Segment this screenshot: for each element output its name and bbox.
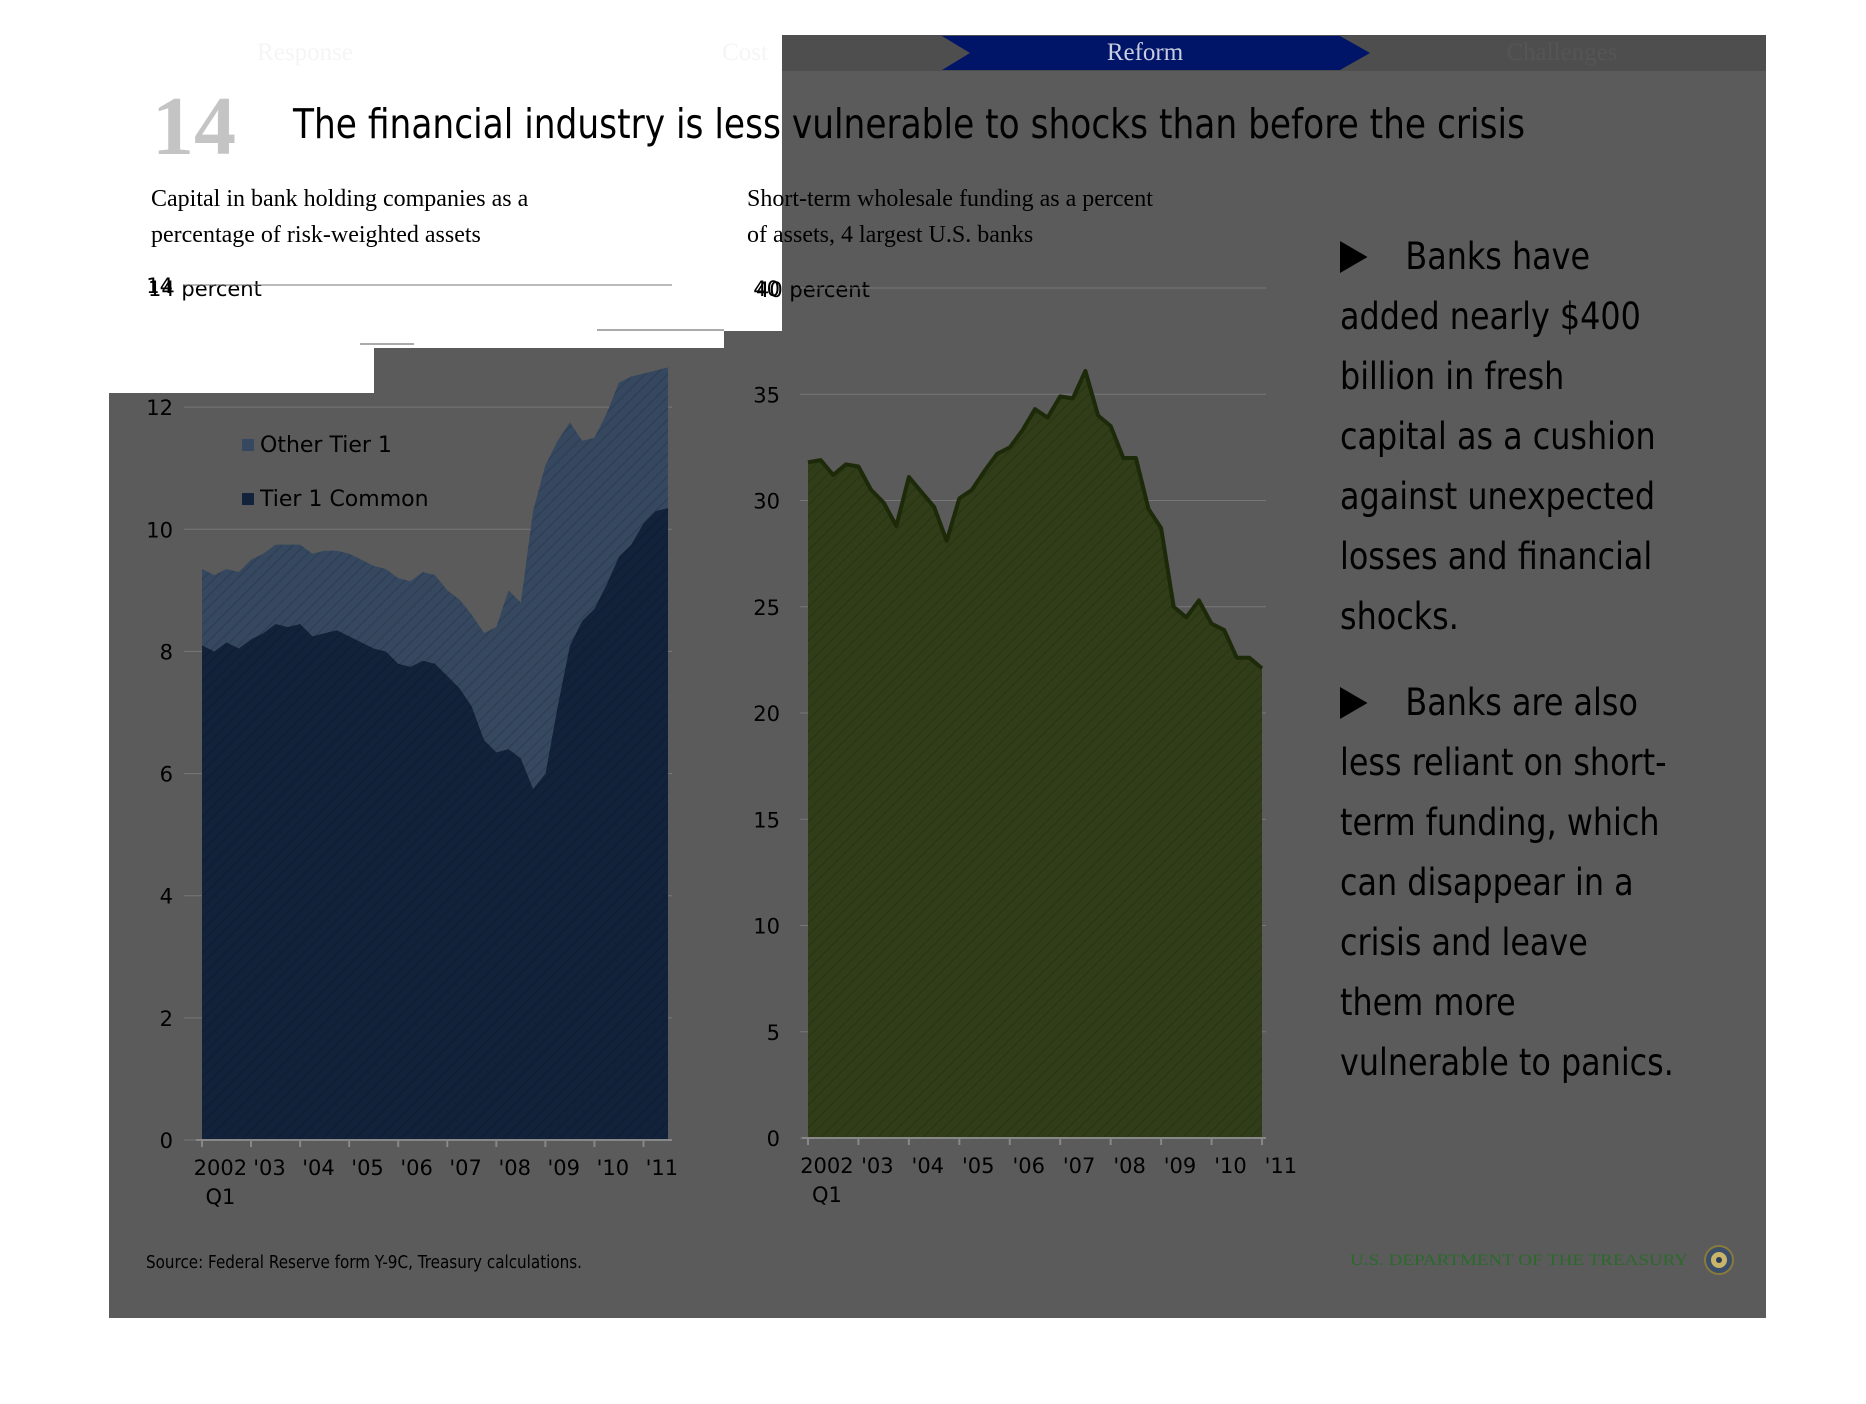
tab-reform[interactable]: Reform — [1107, 39, 1184, 66]
x-tick-label: '10 — [1214, 1154, 1247, 1178]
x-tick-label: '08 — [498, 1156, 531, 1180]
area-tier-1-common-hatch — [202, 507, 668, 1140]
y-tick-label: 0 — [160, 1129, 173, 1153]
series-line — [807, 368, 1264, 670]
page-title: The financial industry is less vulnerabl… — [292, 100, 1525, 148]
legend-swatch-tier1-common — [242, 493, 254, 505]
y-tick-label: 10 — [146, 518, 173, 542]
area-other-tier-1-hatch — [202, 367, 668, 789]
x-tick-label: '05 — [962, 1154, 995, 1178]
right-chart: 0 5 10 15 20 25 30 35 40 2002 '03 '04 '05 '06 '07 '08 '0… — [753, 277, 1297, 1207]
legend-swatch-other-tier1 — [242, 439, 254, 451]
y-tick-label: 0 — [767, 1127, 780, 1151]
y-tick-label: 25 — [753, 596, 780, 620]
y-tick-label: 12 — [146, 396, 173, 420]
y-tick-label: 5 — [767, 1021, 780, 1045]
triangle-right-icon — [1340, 241, 1368, 273]
left-chart-unit: 14 percent — [148, 277, 262, 301]
slide-number: 14 — [152, 80, 236, 173]
bullet-funding: Banks are also less reliant on short-ter… — [1340, 673, 1675, 1093]
source-note: Source: Federal Reserve form Y-9C, Treas… — [146, 1252, 582, 1273]
bullet-capital-text: Banks have added nearly $400 billion in … — [1340, 235, 1656, 638]
left-chart: 0 2 4 6 8 10 12 14 2002'03 '04 '05 '06 '07 '08 '09 '10 '… — [146, 274, 678, 1209]
nav-tab-reform-shape[interactable] — [942, 36, 1370, 70]
tab-response[interactable]: Response — [257, 39, 353, 66]
y-tick-label: 14 — [146, 274, 173, 298]
area-funding-hatch — [808, 370, 1262, 1138]
x-tick-sublabel: Q1 — [812, 1183, 842, 1207]
y-tick-label: 15 — [753, 808, 780, 832]
left-chart-title-line1: Capital in bank holding companies as a — [151, 186, 529, 212]
x-tick-label: '03 — [253, 1156, 286, 1180]
x-tick-label: '04 — [302, 1156, 335, 1180]
treasury-seal-icon — [1704, 1245, 1734, 1275]
treasury-wordmark: U.S. DEPARTMENT OF THE TREASURY — [1350, 1252, 1689, 1269]
x-tick-label: '09 — [548, 1156, 581, 1180]
x-tick-label: '11 — [1265, 1154, 1298, 1178]
x-tick-label: '03 — [861, 1154, 894, 1178]
y-tick-label: 2 — [160, 1007, 173, 1031]
x-tick-label: '06 — [400, 1156, 433, 1180]
y-tick-label: 10 — [753, 915, 780, 939]
left-chart-title-line2: percentage of risk-weighted assets — [151, 222, 481, 248]
legend-label-tier1-common: Tier 1 Common — [259, 487, 429, 512]
x-tick-label: '11 — [646, 1156, 679, 1180]
right-chart-title-line2: of assets, 4 largest U.S. banks — [747, 222, 1033, 248]
y-tick-label: 35 — [753, 383, 780, 407]
x-tick-label: '04 — [912, 1154, 945, 1178]
x-tick-label: '07 — [1063, 1154, 1096, 1178]
tab-cost[interactable]: Cost — [722, 39, 768, 66]
y-tick-label: 8 — [160, 640, 173, 664]
x-tick-sublabel: Q1 — [205, 1185, 235, 1209]
x-tick-label: 2002 — [800, 1154, 853, 1178]
bullet-funding-text: Banks are also less reliant on short-ter… — [1340, 681, 1674, 1084]
x-tick-label: '05 — [351, 1156, 384, 1180]
y-tick-label: 4 — [160, 885, 173, 909]
tab-challenges[interactable]: Challenges — [1506, 39, 1617, 66]
x-tick-label: '07 — [449, 1156, 482, 1180]
y-tick-label: 6 — [160, 763, 173, 787]
x-tick-label: '08 — [1113, 1154, 1146, 1178]
x-tick-label: '06 — [1012, 1154, 1045, 1178]
y-tick-label: 30 — [753, 490, 780, 514]
bullet-capital: Banks have added nearly $400 billion in … — [1340, 227, 1675, 647]
x-tick-label: '10 — [597, 1156, 630, 1180]
y-tick-label: 20 — [753, 702, 780, 726]
triangle-right-icon — [1340, 687, 1368, 719]
right-chart-unit: 40 percent — [756, 278, 870, 302]
legend-label-other-tier1: Other Tier 1 — [260, 433, 392, 458]
x-tick-label: '09 — [1164, 1154, 1197, 1178]
right-chart-title-line1: Short-term wholesale funding as a percen… — [747, 186, 1153, 212]
x-tick-label: 2002 — [194, 1156, 247, 1180]
y-tick-label: 40 — [753, 277, 780, 301]
